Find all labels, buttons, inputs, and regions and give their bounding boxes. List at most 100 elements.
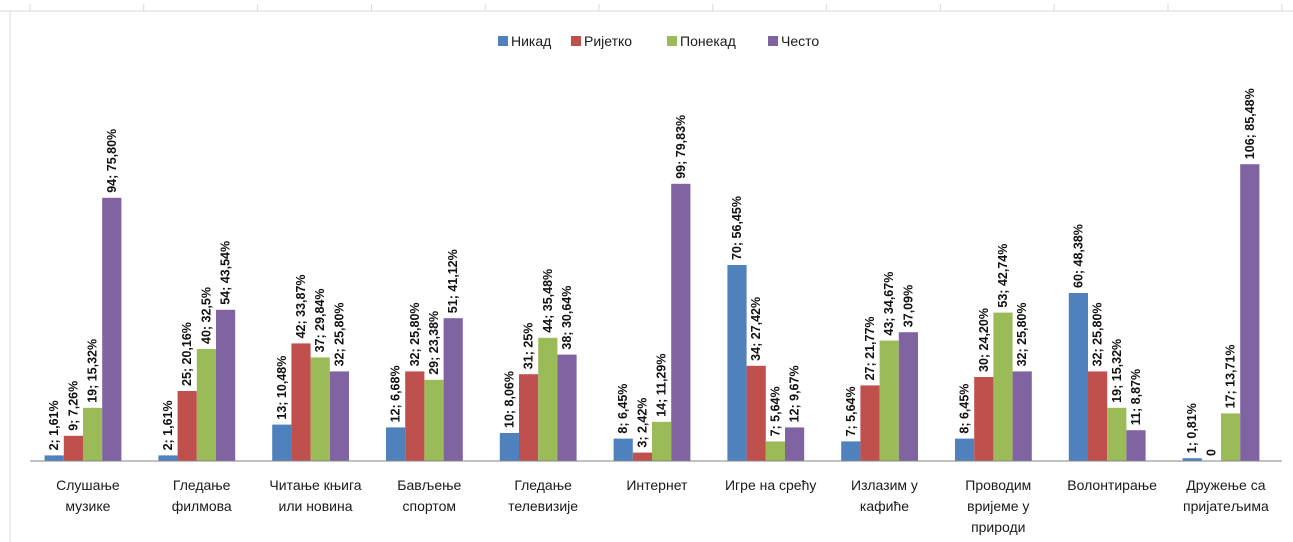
category-label-line: или новина (279, 498, 353, 514)
category-label-line: Проводим (965, 477, 1031, 493)
data-label: 40; 32,5% (199, 287, 213, 344)
data-label: 37; 29,84% (313, 288, 327, 352)
category-label-line: природи (971, 519, 1025, 535)
data-label: 37,09% (901, 285, 915, 327)
legend-swatch (571, 36, 581, 46)
data-label: 38; 30,64% (560, 286, 574, 350)
bar (632, 452, 652, 461)
bar (785, 427, 805, 461)
bar (746, 365, 766, 461)
category-label-line: спортом (403, 498, 457, 514)
bar (538, 337, 558, 461)
bar (974, 377, 994, 461)
category-label-group: Слушање музике Гледање филмова Читање књига и… (56, 477, 1269, 535)
data-label: 13; 10,48% (275, 356, 289, 420)
data-label: 32; 25,80% (1091, 302, 1105, 366)
data-label: 8; 6,45% (616, 384, 630, 434)
bar (102, 197, 122, 462)
data-label: 32; 25,80% (408, 302, 422, 366)
category-label-line: Волонтирање (1067, 477, 1157, 493)
bar (177, 391, 197, 461)
data-label: 12; 6,68% (389, 365, 403, 422)
data-label: 1; 0,81% (1185, 403, 1199, 453)
bar (671, 183, 691, 462)
bar-group (44, 164, 1260, 462)
category-label-line: кафиће (860, 498, 909, 514)
data-label: 8; 6,45% (958, 384, 972, 434)
data-label: 32; 25,80% (332, 302, 346, 366)
bar (216, 309, 236, 461)
data-label: 99; 79,83% (674, 115, 688, 179)
bar (841, 441, 861, 461)
category-label-line: музике (65, 498, 110, 514)
data-label: 7; 5,64% (768, 386, 782, 436)
category-label: Бављење спортом (397, 477, 461, 514)
bar (158, 455, 178, 461)
category-label: Гледање филмова (172, 477, 232, 514)
data-label: 43; 34,67% (882, 272, 896, 336)
bar (443, 318, 463, 461)
data-label: 70; 56,45% (730, 196, 744, 260)
bar (898, 332, 918, 461)
bar (1107, 407, 1127, 461)
data-label: 9; 7,26% (66, 381, 80, 431)
category-label-line: Интернет (626, 477, 688, 493)
data-label: 60; 48,38% (1071, 224, 1085, 288)
data-label: 54; 43,54% (219, 241, 233, 305)
data-label: 34; 27,42% (749, 297, 763, 361)
data-label: 31; 25% (522, 323, 536, 370)
category-label-line: филмова (172, 498, 232, 514)
bar (272, 424, 292, 461)
legend-entry: Понекад (680, 33, 736, 49)
legend-entry: Ријетко (584, 33, 632, 49)
data-label: 7; 5,64% (844, 386, 858, 436)
legend-entry: Често (781, 33, 819, 49)
category-label: Дружење са пријатељима (1183, 477, 1269, 514)
data-label: 12; 9,67% (788, 365, 802, 422)
category-label: Интернет (626, 477, 688, 493)
bar (765, 441, 785, 461)
data-label: 53; 42,74% (996, 244, 1010, 308)
category-label-line: телевизије (508, 498, 578, 514)
bar (1240, 164, 1260, 461)
bar (860, 385, 880, 461)
data-label: 32; 25,80% (1015, 302, 1029, 366)
category-label-line: Читање књига (269, 477, 361, 493)
data-label-group: 2; 1,61% 9; 7,26% 19; 15,32% 94; 75,80% 2; 1… (47, 88, 1257, 456)
data-label: 94; 75,80% (105, 129, 119, 193)
bar (727, 265, 747, 461)
bar (329, 371, 349, 461)
bar (499, 433, 519, 461)
bar (652, 421, 672, 461)
category-label-line: Игре на срећу (725, 477, 816, 493)
data-label: 0 (1204, 449, 1218, 456)
category-label: Слушање музике (56, 477, 120, 514)
data-label: 25; 20,16% (180, 322, 194, 386)
data-label: 44; 35,48% (541, 269, 555, 333)
category-label-line: Слушање (56, 477, 120, 493)
bar (1088, 371, 1108, 461)
bar (955, 438, 975, 461)
bar (291, 343, 311, 461)
legend-swatch (498, 36, 508, 46)
bar (386, 427, 406, 461)
category-label-line: вријеме у (967, 498, 1029, 514)
data-label: 30; 24,20% (977, 308, 991, 372)
data-label: 27; 21,77% (863, 316, 877, 380)
bar (310, 357, 330, 461)
category-label-line: Бављење (397, 477, 461, 493)
bar (424, 379, 444, 461)
bar (44, 455, 64, 461)
bar (519, 374, 539, 461)
legend-swatch (667, 36, 677, 46)
data-label: 17; 13,71% (1224, 344, 1238, 408)
bar (557, 354, 577, 461)
data-label: 3; 2,42% (635, 398, 649, 448)
bar (879, 340, 899, 461)
category-label: Игре на срећу (725, 477, 816, 493)
data-label: 19; 15,32% (1110, 339, 1124, 403)
category-label: Читање књига или новина (269, 477, 361, 514)
data-label: 19; 15,32% (86, 339, 100, 403)
bar (993, 312, 1013, 461)
